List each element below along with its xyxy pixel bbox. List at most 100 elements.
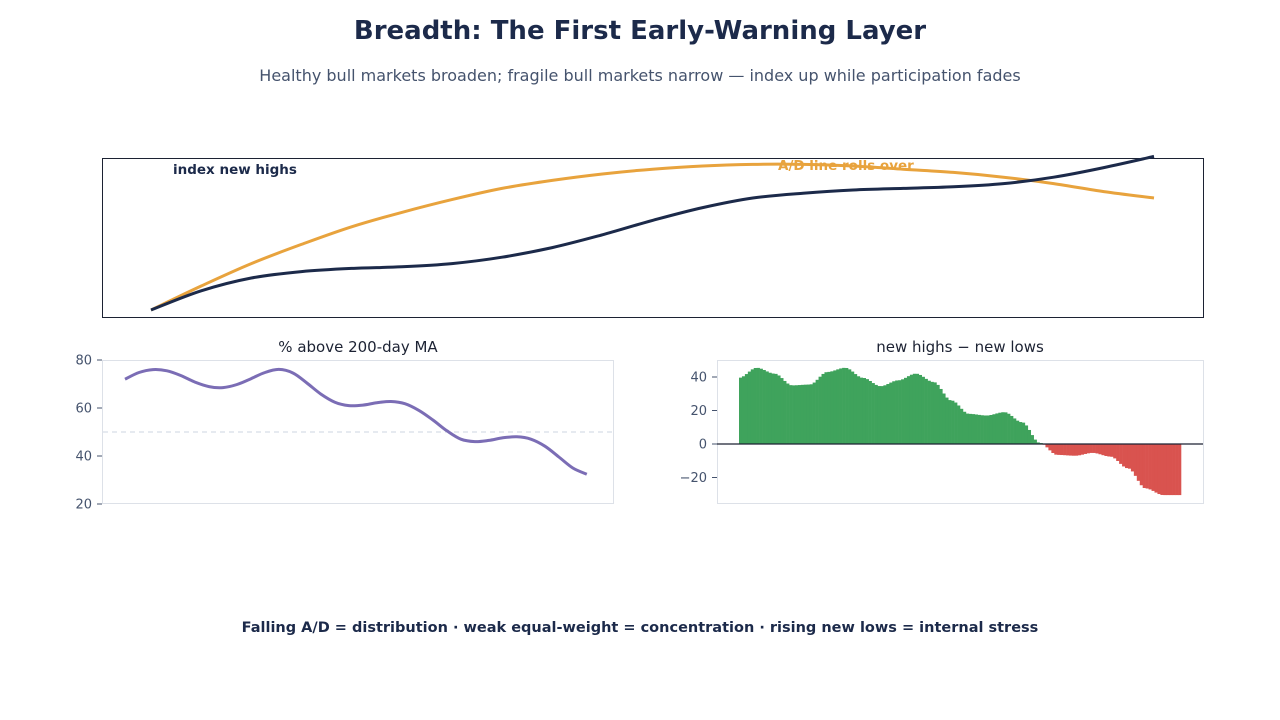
net-highs-bar (753, 367, 757, 444)
annotation-index-new-highs: index new highs (173, 162, 297, 178)
net-highs-bar (1054, 444, 1058, 455)
net-highs-bar (1013, 418, 1017, 444)
pct-above-ma-frame (102, 360, 614, 504)
annotation-ad-rolls-over: A/D line rolls over (778, 158, 914, 174)
net-highs-bar (853, 374, 858, 444)
net-highs-bar (815, 379, 819, 444)
price-vs-ad-frame (102, 158, 1204, 318)
net-highs-bar (750, 369, 755, 444)
net-highs-bar (1133, 444, 1138, 476)
pct-above-ma-panel: % above 200-day MA 20 40 60 80 (75, 338, 614, 513)
net-highs-bar (1163, 444, 1167, 496)
net-highs-bar (771, 373, 775, 444)
net-highs-bar (1169, 444, 1173, 496)
net-highs-bar (833, 370, 837, 444)
net-highs-bar (904, 377, 908, 444)
net-highs-bar (909, 374, 914, 444)
net-highs-bar (880, 386, 884, 444)
net-highs-bar (971, 414, 976, 444)
net-highs-bar (821, 373, 825, 444)
net-highs-bar (986, 415, 990, 444)
net-highs-bar (786, 383, 790, 444)
net-highs-bar (1130, 444, 1135, 472)
net-highs-bar (797, 385, 802, 444)
net-highs-y-tick-label: 40 (690, 371, 707, 386)
net-highs-bar (924, 378, 928, 444)
net-highs-bar (1172, 444, 1176, 496)
net-highs-bar (794, 385, 799, 444)
net-highs-bar (927, 380, 931, 444)
net-highs-bar (954, 402, 958, 444)
net-highs-bar (774, 373, 778, 444)
net-highs-bar (1001, 412, 1005, 444)
net-highs-bar (1101, 444, 1105, 456)
net-highs-bar (839, 368, 843, 444)
net-highs-bar (868, 380, 872, 444)
net-highs-bar (809, 384, 813, 444)
net-highs-bar (945, 397, 949, 444)
net-highs-title: new highs − new lows (876, 338, 1044, 356)
net-highs-bar (1104, 444, 1108, 456)
net-highs-bar (856, 376, 861, 444)
net-highs-bar (824, 372, 828, 444)
net-highs-bar (783, 380, 787, 444)
net-highs-bar (1004, 412, 1008, 444)
net-highs-bar (1127, 444, 1132, 469)
net-highs-bar (1166, 444, 1170, 496)
net-highs-bar (1024, 425, 1029, 444)
net-highs-bar (1077, 444, 1082, 456)
net-highs-bar (789, 385, 793, 444)
net-highs-bar (1122, 444, 1126, 467)
net-highs-bar (886, 384, 890, 444)
net-highs-bar (792, 385, 796, 444)
net-highs-bar (957, 405, 961, 444)
pct-y-axis: 20 40 60 80 (75, 354, 102, 513)
net-highs-bar (962, 411, 967, 444)
net-highs-bar (983, 415, 987, 444)
ad-line-series (150, 162, 1155, 312)
net-highs-y-tick-label: 20 (690, 404, 707, 419)
net-highs-bar (948, 400, 952, 444)
net-highs-bar (1057, 444, 1061, 455)
net-highs-bar (1139, 444, 1143, 486)
net-highs-bar (1092, 444, 1096, 453)
net-highs-panel: new highs − new lows −20 0 20 40 (680, 338, 1204, 504)
net-highs-bar (1027, 429, 1032, 444)
net-highs-bar (848, 369, 852, 444)
net-highs-bar (939, 388, 943, 444)
net-highs-bar (974, 414, 978, 444)
net-highs-bar (850, 371, 855, 444)
net-highs-bar (859, 377, 864, 444)
net-highs-bar (1178, 444, 1182, 496)
net-highs-bar (747, 371, 752, 444)
net-highs-bar (756, 367, 760, 444)
net-highs-bar (744, 374, 749, 444)
net-highs-bar (759, 368, 763, 444)
net-highs-bar (768, 372, 772, 444)
net-highs-bar (1095, 444, 1099, 454)
net-highs-bar (936, 384, 940, 444)
net-highs-bar (906, 376, 911, 444)
net-highs-bar (842, 367, 846, 444)
net-highs-bar (1083, 444, 1088, 454)
net-highs-bar (739, 377, 743, 444)
net-highs-bar (1071, 444, 1076, 456)
net-highs-bar (877, 386, 881, 444)
net-highs-bar (921, 376, 925, 444)
net-highs-bar (1086, 444, 1090, 454)
net-highs-bar (951, 400, 955, 444)
net-highs-bar (980, 415, 984, 444)
net-highs-bar (898, 380, 902, 444)
net-highs-bars (739, 367, 1182, 496)
net-highs-bar (1063, 444, 1067, 456)
pct-above-ma-title: % above 200-day MA (278, 338, 438, 356)
net-highs-bar (912, 373, 917, 444)
net-highs-bar (1119, 444, 1123, 464)
pct-y-tick-label: 60 (75, 402, 92, 417)
net-highs-bar (1145, 444, 1149, 489)
net-highs-bar (1015, 420, 1020, 444)
net-highs-bar (1051, 444, 1055, 453)
net-highs-bar (1048, 444, 1052, 451)
net-highs-bar (1074, 444, 1079, 456)
